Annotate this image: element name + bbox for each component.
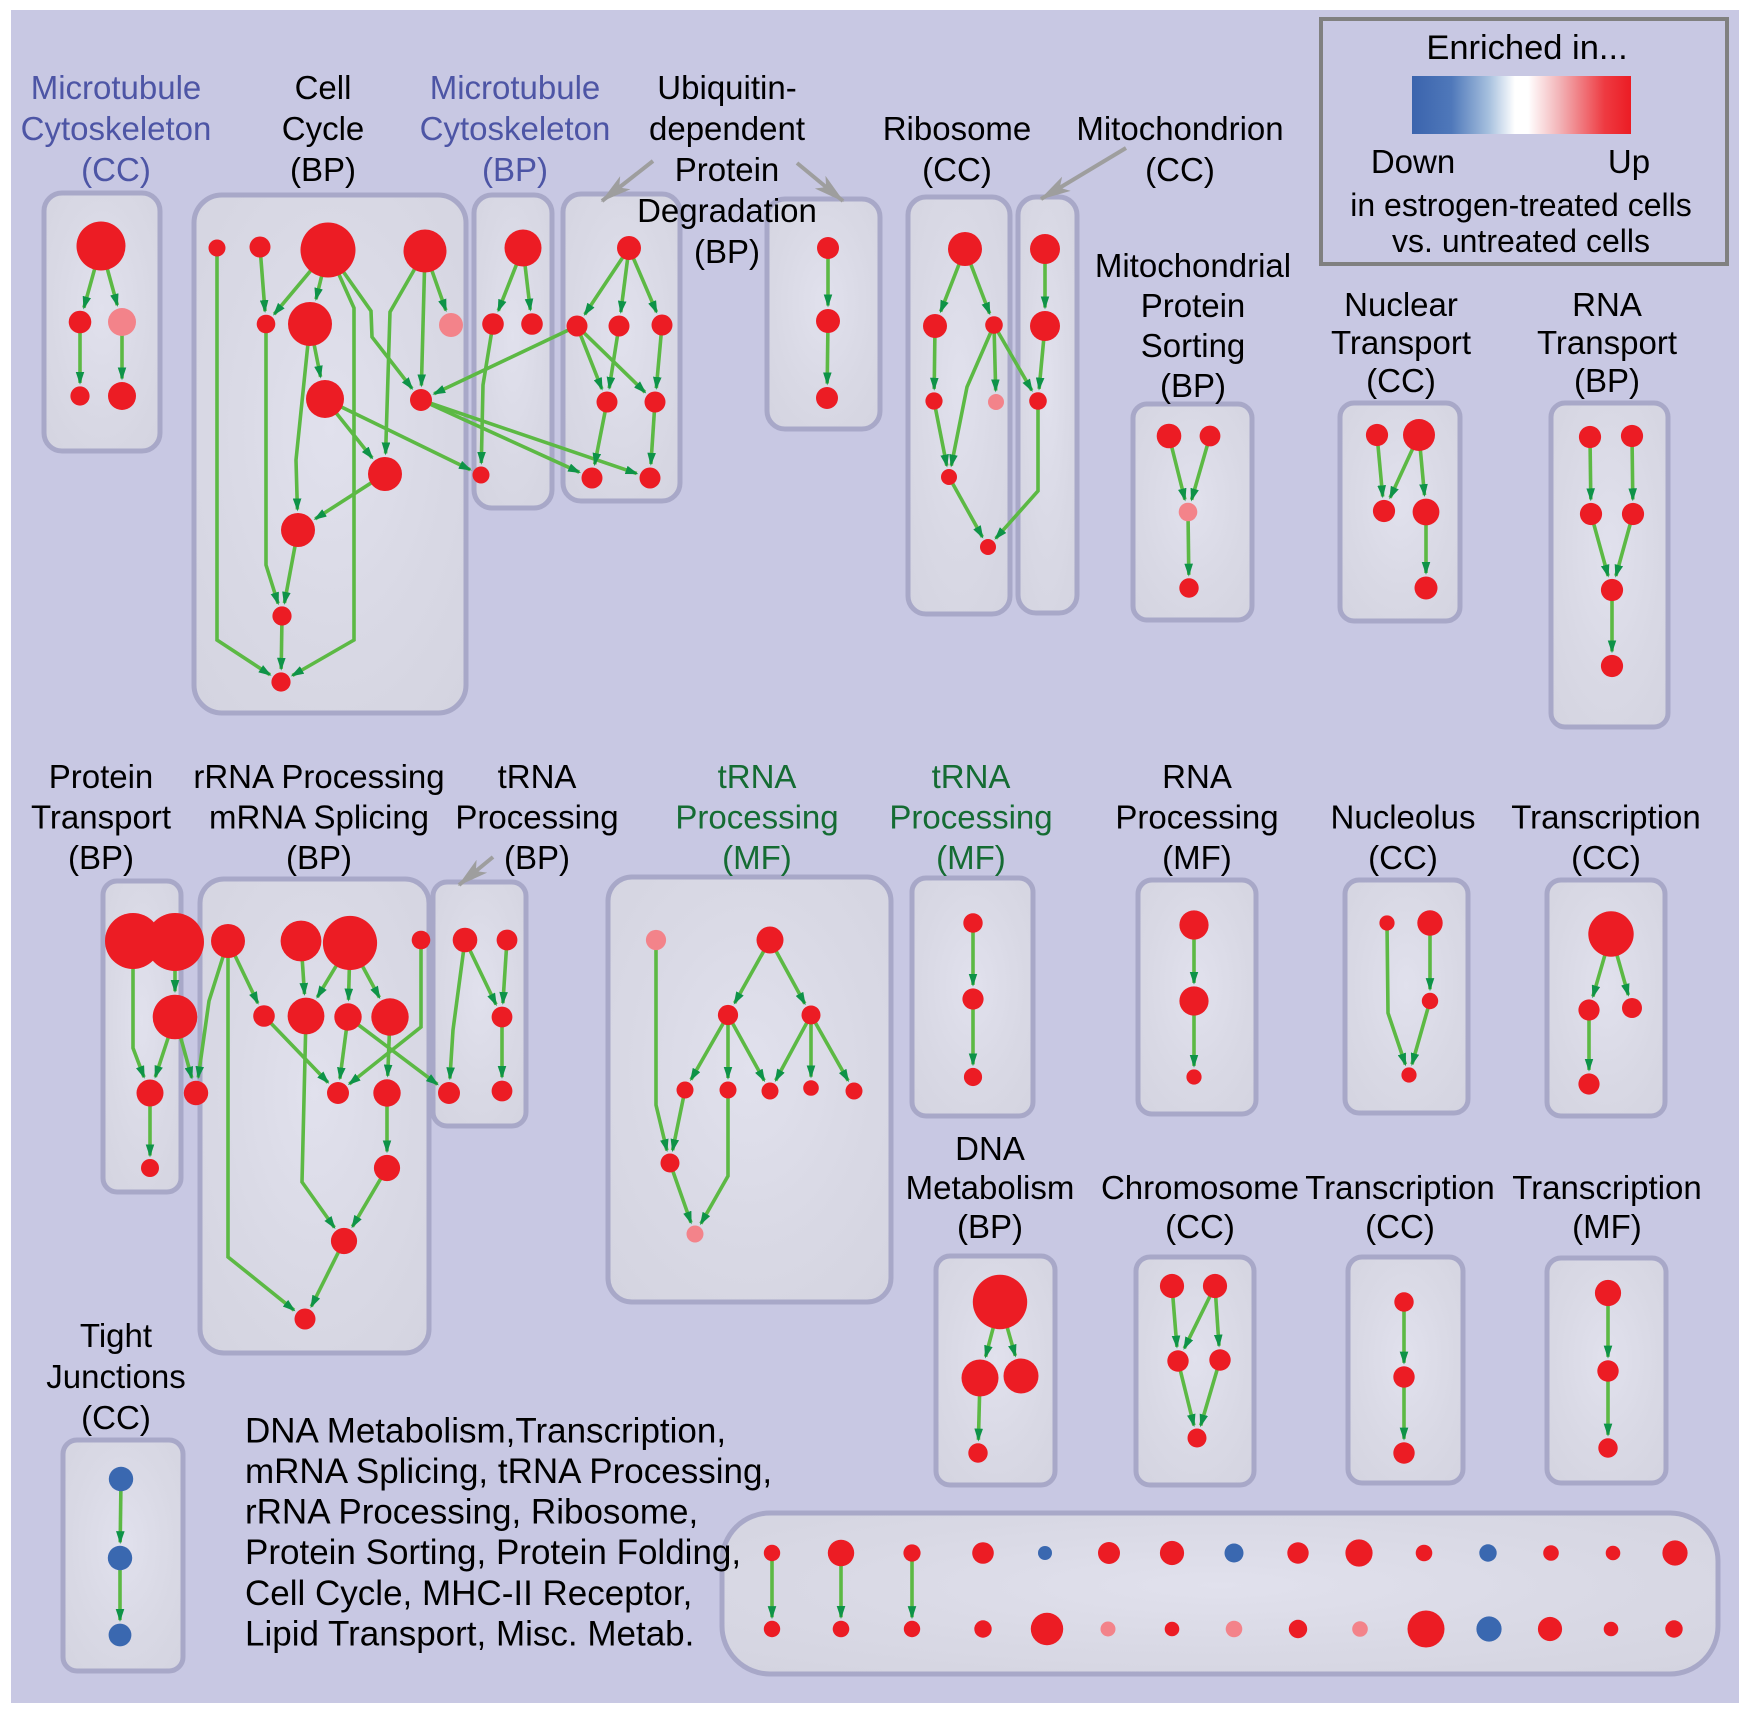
svg-text:Enriched in...: Enriched in...	[1426, 29, 1627, 67]
svg-text:Nucleolus(CC): Nucleolus (CC)	[1331, 799, 1476, 877]
svg-text:Chromosome(CC): Chromosome (CC)	[1101, 1169, 1299, 1245]
svg-text:Transcription(CC): Transcription (CC)	[1305, 1169, 1495, 1245]
svg-text:Mitochondrion(CC): Mitochondrion (CC)	[1076, 110, 1283, 188]
svg-text:Up: Up	[1608, 143, 1650, 180]
svg-text:Ribosome(CC): Ribosome (CC)	[883, 110, 1032, 188]
svg-text:Transcription(MF): Transcription (MF)	[1512, 1169, 1702, 1245]
svg-text:vs. untreated cells: vs. untreated cells	[1392, 223, 1650, 259]
svg-text:Transcription(CC): Transcription (CC)	[1511, 799, 1701, 877]
svg-text:in estrogen-treated cells: in estrogen-treated cells	[1350, 187, 1692, 223]
svg-text:DNA Metabolism,Transcription,m: DNA Metabolism,Transcription, mRNA Splici…	[245, 1411, 772, 1653]
svg-text:Down: Down	[1371, 143, 1455, 180]
